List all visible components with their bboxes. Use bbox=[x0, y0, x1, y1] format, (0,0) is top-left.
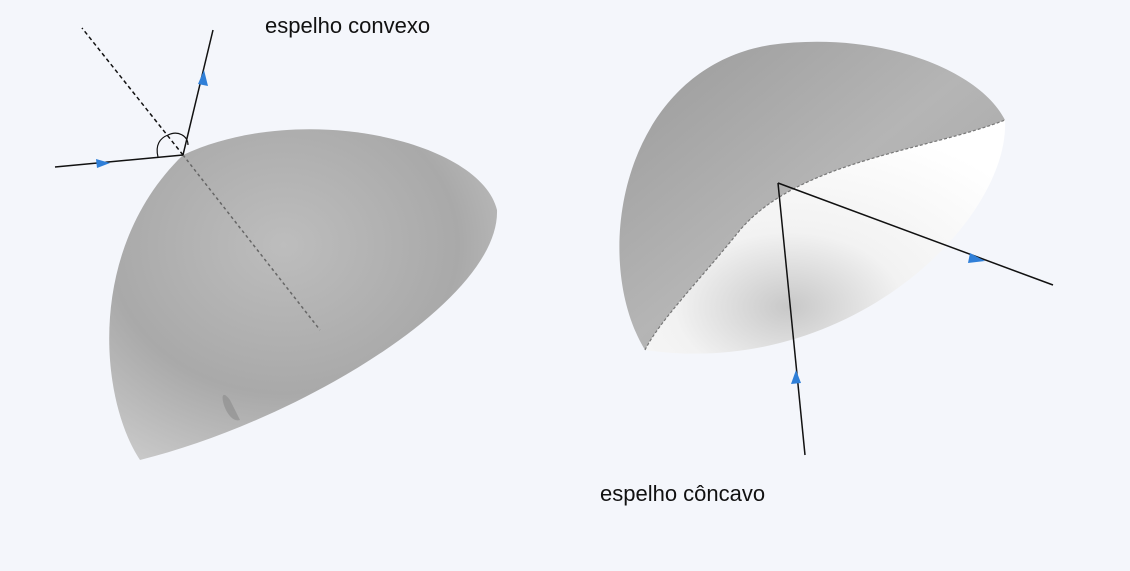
diagram: espelho convexo espelho côncavo bbox=[0, 0, 1130, 571]
concave-mirror bbox=[619, 42, 1053, 455]
label: espelho côncavo bbox=[600, 481, 765, 506]
reflected-ray bbox=[183, 30, 213, 155]
label: espelho convexo bbox=[265, 13, 430, 38]
normal-extension bbox=[82, 28, 183, 155]
angle-arc bbox=[157, 135, 168, 157]
convex-mirror bbox=[55, 28, 497, 460]
arrow bbox=[968, 253, 985, 263]
dome bbox=[109, 129, 497, 460]
arrow bbox=[791, 370, 801, 384]
arrow bbox=[198, 70, 208, 86]
incident-ray bbox=[55, 155, 183, 167]
arrow bbox=[96, 159, 110, 168]
angle-arc bbox=[168, 133, 188, 145]
